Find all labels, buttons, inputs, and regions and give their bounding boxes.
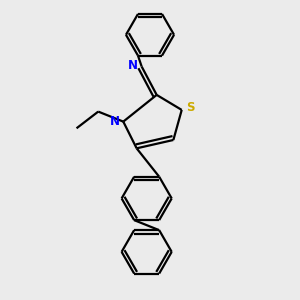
Text: N: N xyxy=(110,115,120,128)
Text: N: N xyxy=(128,59,138,72)
Text: S: S xyxy=(186,101,194,114)
